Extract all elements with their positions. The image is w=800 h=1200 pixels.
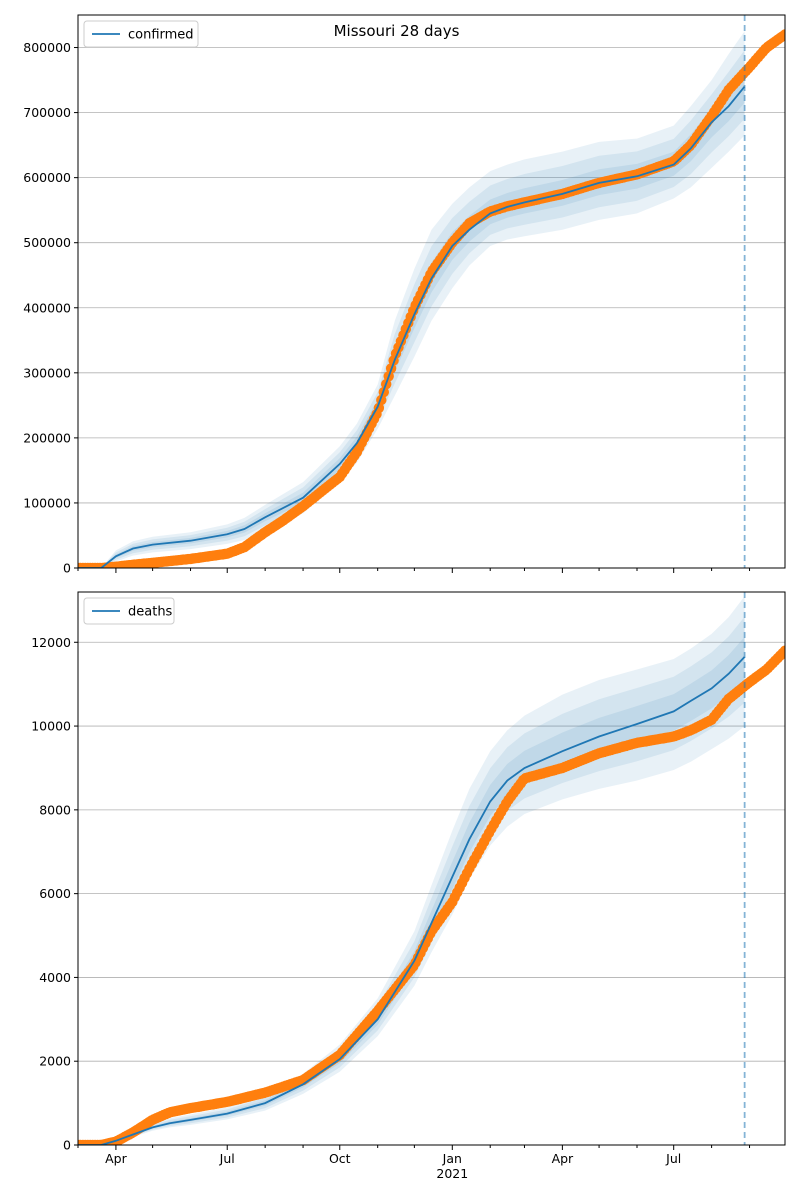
x-tick-label: Jan [442, 1151, 462, 1166]
plot-area [78, 15, 785, 568]
legend-label: confirmed [128, 28, 194, 43]
legend: confirmed [83, 20, 199, 48]
x-year-label: 2021 [436, 1166, 468, 1181]
x-tick-label: Jul [665, 1151, 681, 1166]
y-tick-label: 600000 [23, 170, 71, 185]
panel-1: 0 2000 4000 6000 8000 10000 12000 Apr Jul Oct Jan A… [31, 591, 786, 1181]
legend-label: deaths [128, 605, 173, 620]
uncertainty-band-2 [78, 636, 745, 1145]
uncertainty-band-1 [78, 616, 745, 1145]
model-line [78, 86, 746, 568]
x-tick-label: Apr [552, 1151, 574, 1166]
legend-box [83, 597, 175, 625]
panel-0: 0 100000 200000 300000 400000 500000 600000 700… [23, 14, 786, 576]
y-tick-label: 0 [63, 1138, 71, 1153]
x-tick-label: Jul [219, 1151, 235, 1166]
plot-area [78, 592, 785, 1145]
x-tick-label: Oct [329, 1151, 351, 1166]
y-tick-label: 0 [63, 561, 71, 576]
y-tick-label: 6000 [39, 886, 71, 901]
y-tick-label: 300000 [23, 365, 71, 380]
y-tick-label: 500000 [23, 235, 71, 250]
legend-box [83, 20, 199, 48]
y-tick-label: 700000 [23, 105, 71, 120]
legend: deaths [83, 597, 175, 625]
y-tick-label: 200000 [23, 430, 71, 445]
model-line [78, 656, 746, 1145]
axes-frame [77, 14, 786, 569]
y-tick-label: 10000 [31, 719, 71, 734]
y-tick-label: 4000 [39, 970, 71, 985]
observed-points [78, 29, 785, 568]
uncertainty-band-0 [78, 596, 745, 1145]
chart-title: Missouri 28 days [334, 22, 460, 40]
uncertainty-band-0 [78, 31, 745, 568]
observed-point [779, 645, 785, 656]
y-tick-label: 100000 [23, 495, 71, 510]
axes-frame [77, 591, 786, 1146]
x-tick-label: Apr [105, 1151, 127, 1166]
y-tick-label: 8000 [39, 802, 71, 817]
y-tick-label: 2000 [39, 1054, 71, 1069]
y-tick-label: 800000 [23, 40, 71, 55]
observed-point [779, 29, 785, 40]
y-tick-label: 12000 [31, 635, 71, 650]
y-tick-label: 400000 [23, 300, 71, 315]
